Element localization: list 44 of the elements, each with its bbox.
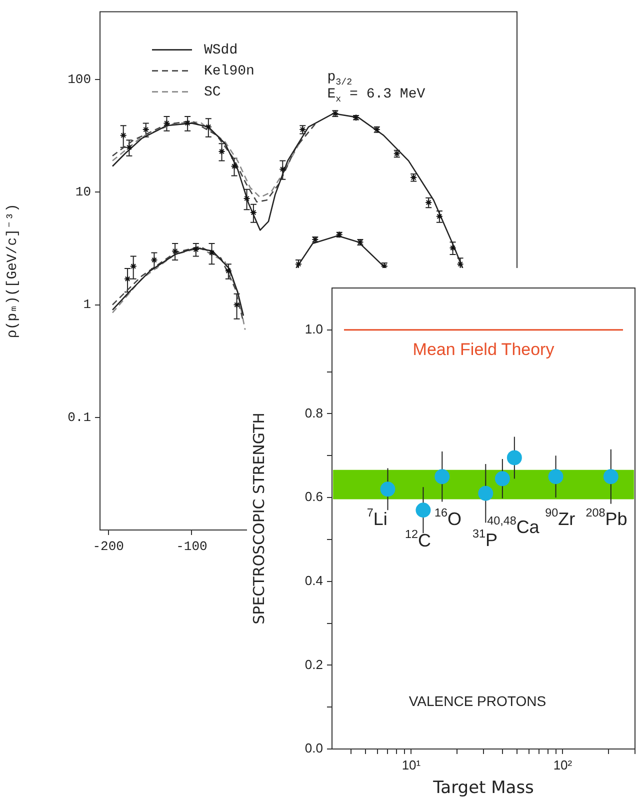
point xyxy=(449,244,456,252)
point xyxy=(172,248,179,255)
point xyxy=(184,120,192,127)
y-tick-label: 100 xyxy=(68,72,91,88)
point xyxy=(208,249,216,256)
y-tick-label: 0.0 xyxy=(304,740,323,756)
point xyxy=(279,166,286,173)
legend-label: SC xyxy=(204,84,221,101)
point xyxy=(163,120,170,127)
point xyxy=(126,144,133,151)
point xyxy=(192,246,200,253)
point xyxy=(204,123,212,130)
y-tick-label: 0.4 xyxy=(304,572,323,588)
point xyxy=(224,267,232,274)
legend-label: WSdd xyxy=(204,42,238,59)
x-tick-label: -100 xyxy=(176,539,208,554)
x-tick-label: 10² xyxy=(553,757,573,772)
point xyxy=(250,209,257,216)
point xyxy=(456,260,464,268)
point xyxy=(150,256,158,264)
x-tick-label: -200 xyxy=(92,539,124,554)
y-axis-title: SPECTROSCOPIC STRENGTH xyxy=(250,412,268,624)
x-tick-label: 10¹ xyxy=(402,757,422,772)
ref-line-label: Mean Field Theory xyxy=(412,340,555,360)
point xyxy=(233,301,240,308)
point xyxy=(124,275,132,282)
point xyxy=(218,148,226,155)
point xyxy=(130,262,137,270)
y-tick-label: 1 xyxy=(83,297,92,312)
x-axis-title: Target Mass xyxy=(432,778,534,798)
y-tick-label: 10 xyxy=(75,184,91,200)
y-tick-label: 0.6 xyxy=(304,489,323,504)
legend-label: Kel90n xyxy=(204,64,254,80)
point xyxy=(436,212,443,220)
point xyxy=(142,126,150,134)
y-tick-label: 1.0 xyxy=(304,321,323,336)
point xyxy=(230,162,238,170)
y-tick-label: 0.8 xyxy=(304,405,323,420)
y-tick-label: 0.2 xyxy=(304,656,323,672)
y-axis-title: ρ(pₘ)([GeV/c]⁻³) xyxy=(5,204,22,338)
y-tick-label: 0.1 xyxy=(68,410,92,425)
annotation: VALENCE PROTONS xyxy=(408,692,546,709)
point xyxy=(120,132,127,139)
point xyxy=(243,194,250,202)
